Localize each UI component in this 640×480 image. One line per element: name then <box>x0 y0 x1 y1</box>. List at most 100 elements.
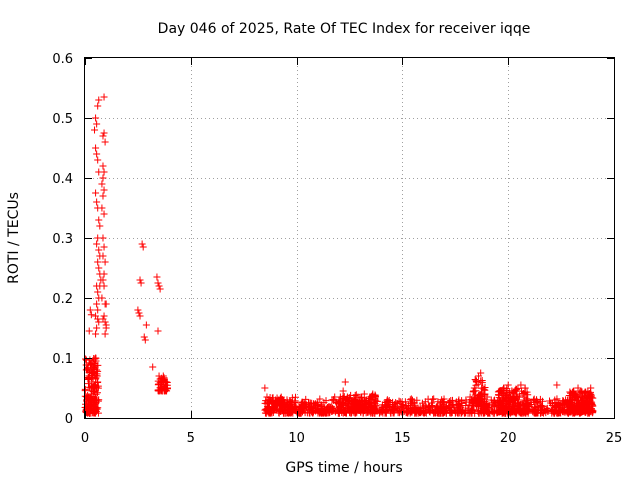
data-point <box>89 387 97 395</box>
y-tick-labels: 0 0.1 0.2 0.3 0.4 0.5 0.6 <box>52 52 73 427</box>
data-point <box>331 393 339 401</box>
data-point <box>86 306 94 314</box>
data-point <box>92 357 100 365</box>
data-point <box>159 372 167 380</box>
data-point <box>522 395 530 403</box>
data-point <box>101 330 109 338</box>
grid-lines <box>85 58 614 418</box>
data-point <box>497 406 505 414</box>
data-point <box>98 294 106 302</box>
data-point <box>513 408 521 416</box>
data-point <box>100 129 108 137</box>
data-point <box>542 405 550 413</box>
data-point <box>580 407 588 415</box>
data-point <box>141 336 149 344</box>
data-point <box>310 408 318 416</box>
data-point <box>94 102 102 110</box>
data-point <box>384 398 392 406</box>
data-point <box>87 399 95 407</box>
data-point <box>469 388 477 396</box>
data-point <box>261 384 269 392</box>
data-point <box>135 309 143 317</box>
data-point <box>508 399 516 407</box>
data-point <box>429 395 437 403</box>
data-point <box>100 168 108 176</box>
data-point <box>302 395 310 403</box>
data-point <box>572 390 580 398</box>
data-point <box>87 311 95 319</box>
data-point <box>100 270 108 278</box>
data-point <box>100 282 108 290</box>
data-point <box>477 369 485 377</box>
data-point <box>337 402 345 410</box>
data-point <box>297 405 305 413</box>
data-point <box>313 400 321 408</box>
data-point <box>298 402 306 410</box>
data-point <box>94 288 102 296</box>
data-point <box>142 321 150 329</box>
data-point <box>140 333 148 341</box>
data-point <box>326 403 334 411</box>
data-point <box>477 402 485 410</box>
data-point <box>377 405 385 413</box>
data-point <box>385 396 393 404</box>
axis-ticks <box>85 58 615 419</box>
data-point <box>316 395 324 403</box>
data-point <box>459 407 467 415</box>
chart-title: Day 046 of 2025, Rate Of TEC Index for r… <box>158 21 531 37</box>
data-point <box>344 400 352 408</box>
data-point <box>149 363 157 371</box>
data-point <box>99 276 107 284</box>
data-point <box>462 396 470 404</box>
data-point <box>521 405 529 413</box>
y-axis-title: ROTI / TECUs <box>6 192 22 284</box>
data-point <box>524 391 532 399</box>
data-point <box>381 402 389 410</box>
y-tick-label: 0.1 <box>52 352 73 367</box>
data-point <box>100 186 108 194</box>
data-point <box>589 407 597 415</box>
data-point <box>586 397 594 405</box>
data-point <box>502 390 510 398</box>
data-point <box>407 408 415 416</box>
data-point <box>271 396 279 404</box>
data-point <box>100 312 108 320</box>
data-point <box>555 409 563 417</box>
data-point <box>153 273 161 281</box>
data-point <box>501 393 509 401</box>
data-point <box>92 144 100 152</box>
data-point <box>330 407 338 415</box>
y-tick-label: 0.5 <box>52 112 73 127</box>
data-point <box>91 360 99 368</box>
data-point <box>411 405 419 413</box>
data-point <box>500 384 508 392</box>
data-point <box>447 409 455 417</box>
data-point <box>354 393 362 401</box>
data-point <box>566 388 574 396</box>
data-point <box>93 300 101 308</box>
data-point <box>386 403 394 411</box>
data-point <box>164 384 172 392</box>
data-point <box>441 402 449 410</box>
data-point <box>585 390 593 398</box>
data-point <box>391 406 399 414</box>
x-tick-label: 0 <box>81 431 89 446</box>
data-point <box>96 222 104 230</box>
data-point <box>483 393 491 401</box>
data-point <box>410 399 418 407</box>
data-point <box>157 384 165 392</box>
data-point <box>92 189 100 197</box>
data-point <box>551 402 559 410</box>
data-point <box>498 400 506 408</box>
data-point <box>158 387 166 395</box>
data-point <box>421 398 429 406</box>
data-point <box>263 405 271 413</box>
data-point <box>305 406 313 414</box>
data-point <box>92 114 100 122</box>
data-point <box>395 397 403 405</box>
x-tick-label: 25 <box>606 431 623 446</box>
data-point <box>478 388 486 396</box>
x-tick-label: 5 <box>187 431 195 446</box>
data-point <box>95 216 103 224</box>
